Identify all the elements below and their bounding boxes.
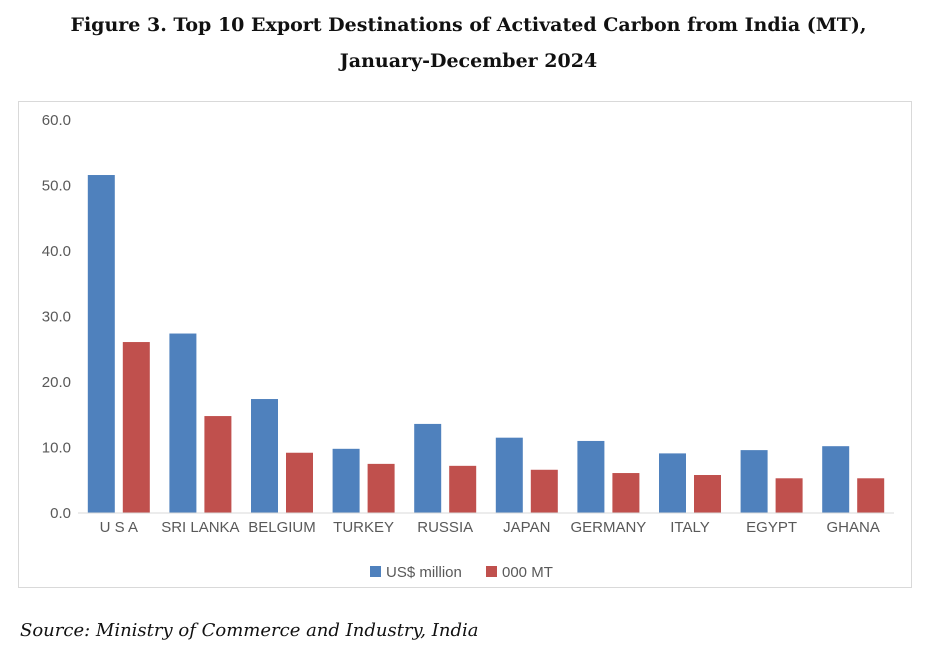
chart-area	[18, 101, 912, 588]
y-tick-label: 10.0	[42, 440, 71, 457]
bar-mt	[694, 475, 721, 513]
bar-mt	[449, 465, 477, 513]
y-tick-label: 20.0	[42, 374, 71, 391]
bar-usd	[414, 423, 442, 513]
bar-usd	[659, 453, 686, 513]
chart-title-line1: Figure 3. Top 10 Export Destinations of …	[70, 14, 867, 36]
x-tick-label: GHANA	[827, 519, 880, 536]
y-tick-label: 40.0	[42, 243, 71, 260]
x-tick-label: RUSSIA	[417, 519, 473, 536]
bar-mt	[204, 416, 232, 513]
bar-mt	[122, 342, 150, 513]
y-tick-label: 60.0	[42, 112, 71, 129]
bar-mt	[530, 469, 558, 513]
y-tick-label: 30.0	[42, 309, 71, 326]
x-tick-label: GERMANY	[570, 519, 646, 536]
bar-usd	[822, 446, 850, 513]
source-note: Source: Ministry of Commerce and Industr…	[20, 620, 479, 641]
bar-usd	[87, 175, 115, 513]
bar-mt	[775, 478, 803, 513]
x-tick-label: JAPAN	[503, 519, 550, 536]
bar-usd	[740, 450, 768, 513]
x-tick-label: ITALY	[670, 519, 709, 536]
bar-usd	[169, 333, 197, 513]
x-tick-label: SRI LANKA	[161, 519, 239, 536]
legend-label-mt: 000 MT	[502, 564, 553, 581]
legend-label-usd: US$ million	[386, 564, 462, 581]
bar-mt	[857, 478, 885, 513]
bar-mt	[286, 452, 313, 513]
x-tick-label: TURKEY	[333, 519, 394, 536]
x-tick-label: U S A	[100, 519, 138, 536]
y-tick-label: 0.0	[50, 505, 71, 522]
x-tick-label: EGYPT	[746, 519, 797, 536]
bar-usd	[495, 437, 523, 513]
bar-mt	[367, 463, 395, 513]
chart-title-line2: January-December 2024	[339, 50, 598, 72]
legend-swatch-mt	[486, 566, 497, 577]
y-tick-label: 50.0	[42, 178, 71, 195]
bar-usd	[577, 440, 605, 513]
bar-usd	[251, 399, 278, 513]
bar-mt	[612, 473, 640, 513]
bar-usd	[332, 448, 360, 513]
legend-swatch-usd	[370, 566, 381, 577]
x-tick-label: BELGIUM	[248, 519, 316, 536]
